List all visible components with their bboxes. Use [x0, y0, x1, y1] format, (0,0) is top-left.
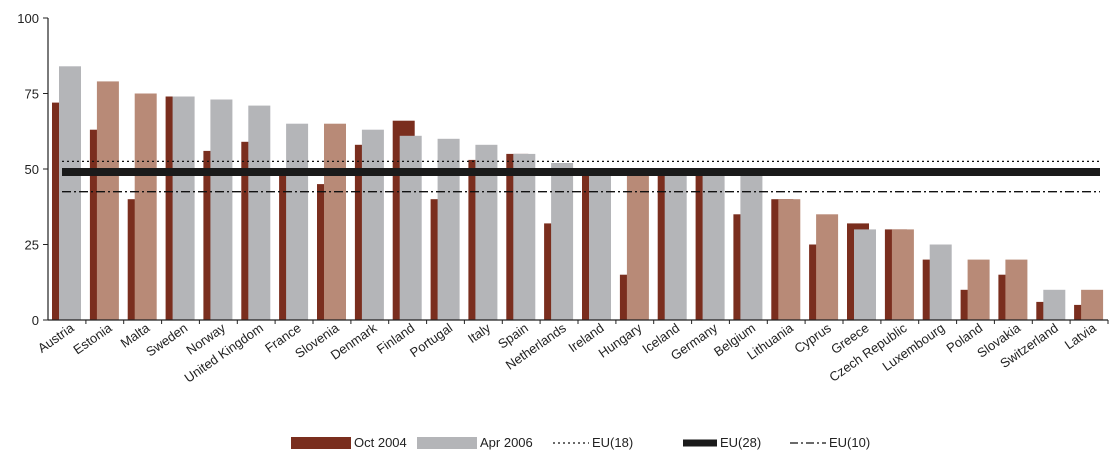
bar-apr-2006-18	[740, 175, 763, 320]
y-tick-label-25: 25	[25, 238, 39, 253]
category-label-10: Portugal	[407, 320, 455, 360]
bar-apr-2006-8	[361, 129, 384, 320]
category-label-1: Estonia	[70, 320, 115, 358]
bar-apr-2006-20	[816, 214, 839, 320]
legend-swatch-1	[417, 437, 477, 449]
y-tick-label-50: 50	[25, 162, 39, 177]
bar-apr-2006-1	[96, 81, 119, 321]
legend-label-4: EU(10)	[829, 435, 870, 450]
legend-label-0: Oct 2004	[354, 435, 407, 450]
category-label-27: Latvia	[1062, 320, 1100, 353]
bar-apr-2006-5	[248, 105, 271, 320]
bar-apr-2006-21	[854, 229, 876, 320]
y-tick-label-0: 0	[32, 313, 39, 328]
category-label-3: Sweden	[143, 320, 190, 359]
bar-apr-2006-2	[134, 93, 157, 320]
axes-group: 0 25 50 75 100	[17, 11, 1109, 328]
bar-apr-2006-24	[967, 259, 990, 320]
bar-apr-2006-11	[475, 144, 498, 320]
bar-apr-2006-6	[286, 123, 309, 320]
bar-apr-2006-25	[1005, 259, 1028, 320]
category-label-20: Cyprus	[791, 320, 834, 356]
bar-apr-2006-22	[891, 229, 914, 320]
bar-apr-2006-23	[929, 244, 952, 320]
bar-apr-2006-12	[513, 153, 536, 320]
bar-apr-2006-27	[1081, 289, 1104, 320]
legend-label-2: EU(18)	[592, 435, 633, 450]
legend-label-1: Apr 2006	[480, 435, 533, 450]
bar-apr-2006-4	[210, 99, 233, 320]
bar-apr-2006-17	[702, 175, 725, 320]
category-label-11: Italy	[465, 320, 494, 346]
bar-apr-2006-7	[324, 123, 346, 320]
bar-apr-2006-16	[664, 175, 687, 320]
legend: Oct 2004 Apr 2006 EU(18) EU(28) EU(10)	[291, 435, 870, 450]
bar-apr-2006-15	[626, 172, 649, 320]
category-label-0: Austria	[35, 320, 77, 356]
y-tick-label-75: 75	[25, 87, 39, 102]
bars-group	[52, 66, 1104, 321]
bar-apr-2006-13	[551, 163, 574, 320]
bar-apr-2006-19	[778, 199, 801, 320]
reference-lines-group	[62, 160, 1100, 193]
bar-apr-2006-10	[437, 138, 460, 320]
bar-apr-2006-26	[1043, 289, 1066, 320]
y-tick-label-100: 100	[17, 11, 39, 26]
bar-apr-2006-14	[589, 169, 611, 320]
bar-apr-2006-9	[399, 135, 422, 320]
bar-apr-2006-3	[172, 96, 195, 320]
legend-label-3: EU(28)	[720, 435, 761, 450]
category-label-15: Hungary	[596, 320, 645, 361]
legend-swatch-0	[291, 437, 351, 449]
bar-apr-2006-0	[59, 66, 81, 320]
